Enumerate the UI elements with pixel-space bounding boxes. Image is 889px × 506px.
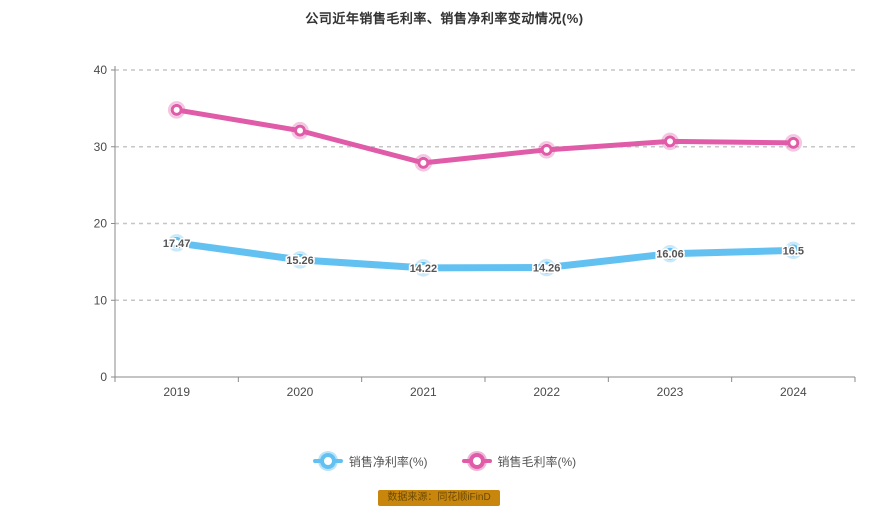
marker-glow (291, 251, 309, 269)
marker-glow (784, 134, 803, 152)
data-point-marker[interactable] (170, 103, 183, 116)
y-axis-label: 40 (94, 63, 108, 77)
x-axis-label: 2024 (780, 385, 807, 399)
x-axis-label: 2022 (533, 385, 560, 399)
data-point-marker[interactable] (417, 156, 430, 169)
legend-marker-pink-icon (461, 452, 492, 470)
line-chart-canvas: 0 10 20 30 40 2019 2020 2021 2022 2023 2024 17.47 15… (94, 63, 856, 399)
legend-label-net-margin: 销售净利率(%) (348, 454, 428, 469)
y-axis-label: 20 (94, 217, 108, 231)
data-point-marker[interactable] (664, 247, 676, 260)
marker-glow (661, 244, 679, 263)
chart-title: 公司近年销售毛利率、销售净利率变动情况(%) (305, 11, 584, 26)
x-axis-label: 2019 (163, 385, 190, 399)
data-point-marker[interactable] (294, 124, 306, 137)
y-axis-label: 30 (94, 140, 108, 154)
series-line-销售净利率(%) (173, 239, 797, 272)
data-point-label: 15.26 (286, 255, 314, 267)
data-point-label: 16.06 (656, 249, 684, 261)
marker-glow (291, 121, 309, 140)
x-axis-label: 2021 (410, 385, 437, 399)
marker-glow (537, 141, 556, 159)
data-point-label: 14.26 (533, 263, 561, 275)
y-axis-label: 0 (100, 370, 107, 384)
data-point-marker[interactable] (664, 135, 676, 148)
legend-label-gross-margin: 销售毛利率(%) (497, 454, 577, 469)
data-source-badge: 数据来源：同花顺iFinD (378, 490, 500, 506)
legend-item-gross-margin[interactable]: 销售毛利率(%) (461, 452, 577, 470)
marker-glow (167, 101, 186, 119)
x-axis-label: 2023 (657, 385, 684, 399)
marker-glow (414, 259, 433, 277)
data-point-marker[interactable] (417, 261, 430, 274)
data-point-marker[interactable] (540, 261, 553, 274)
data-point-marker[interactable] (294, 253, 306, 266)
series-line-销售毛利率(%) (174, 107, 796, 166)
data-point-marker[interactable] (787, 244, 800, 257)
data-point-label: 14.22 (410, 263, 438, 275)
x-axis-label: 2020 (287, 385, 314, 399)
marker-glow (784, 241, 803, 260)
marker-glow (537, 258, 556, 277)
y-axis-label: 10 (94, 293, 108, 307)
marker-glow (414, 154, 433, 172)
chart-legend: 销售净利率(%) 销售毛利率(%) (0, 452, 889, 470)
data-point-label: 17.47 (163, 238, 191, 250)
data-point-marker[interactable] (540, 143, 553, 156)
marker-glow (167, 234, 186, 252)
marker-glow (661, 132, 679, 151)
legend-marker-blue-icon (312, 452, 343, 470)
data-point-label: 16.5 (783, 245, 804, 257)
legend-item-net-margin[interactable]: 销售净利率(%) (312, 452, 428, 470)
data-point-marker[interactable] (170, 236, 183, 249)
data-point-marker[interactable] (787, 136, 800, 149)
